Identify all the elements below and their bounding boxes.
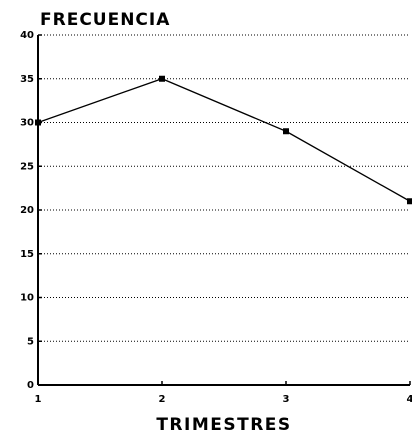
x-tick-label: 2 [159,394,166,405]
y-tick-label: 5 [27,336,34,347]
chart-title: FRECUENCIA [40,10,170,30]
y-tick-label: 25 [20,161,34,172]
y-tick-label: 15 [20,249,34,260]
y-tick-label: 20 [20,205,34,216]
line [37,78,411,202]
point [35,119,41,126]
point [159,75,165,82]
y-tick-label: 35 [20,74,34,85]
x-tick-label: 4 [407,394,412,405]
y-tick-label: 30 [20,118,34,129]
y-tick-label: 0 [27,380,34,391]
point [283,128,289,135]
x-axis-label: TRIMESTRES [156,415,291,435]
y-tick-label: 10 [20,293,34,304]
y-tick-label: 40 [20,30,34,41]
point [407,198,412,205]
x-tick-label: 1 [35,394,42,405]
x-tick-label: 3 [283,394,290,405]
